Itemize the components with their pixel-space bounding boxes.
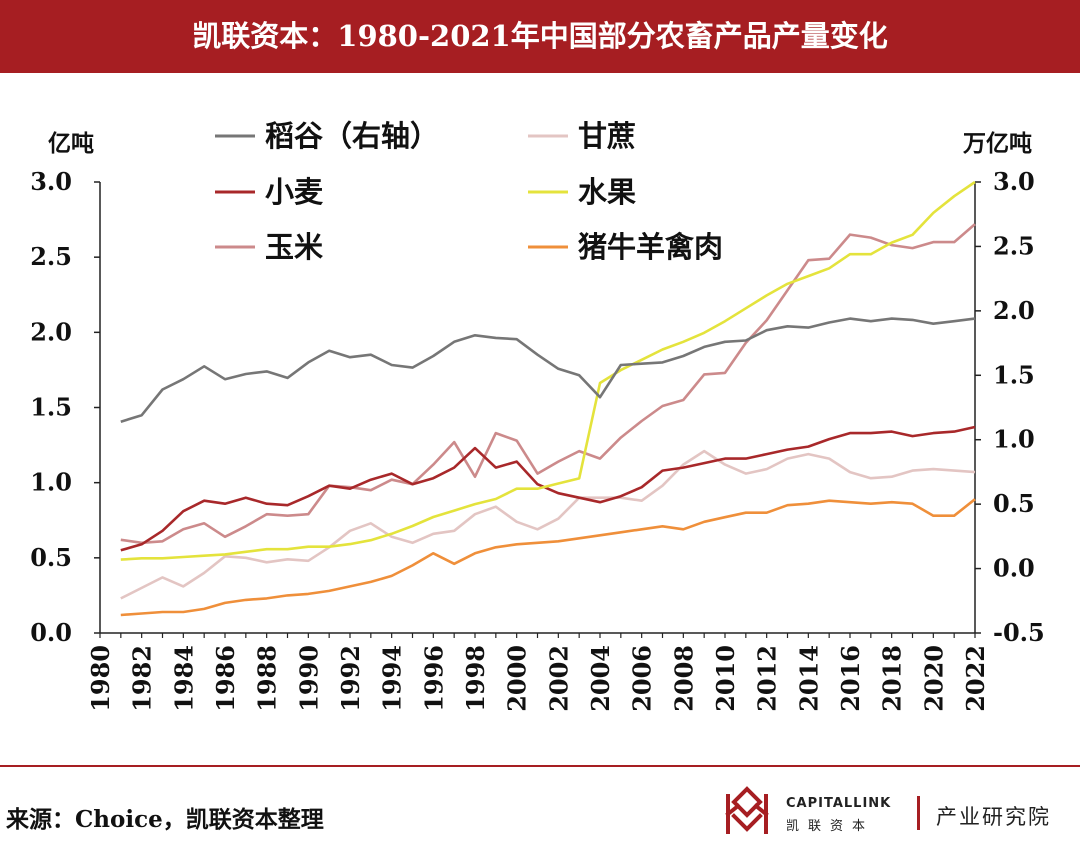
left-tick-label: 0.0 <box>30 618 72 647</box>
series-line-0 <box>120 317 976 423</box>
x-tick-label: 1988 <box>253 645 282 712</box>
right-tick-label: 2.5 <box>993 231 1035 260</box>
x-tick-label: 1986 <box>211 645 240 712</box>
right-tick-label: 3.0 <box>993 167 1035 196</box>
brand-name-en: CAPITALLINK <box>786 796 892 811</box>
x-tick-label: 1980 <box>86 645 115 712</box>
x-tick-label: 2020 <box>919 645 948 712</box>
x-tick-label: 2016 <box>836 645 865 712</box>
chart-series <box>120 180 976 617</box>
right-axis-unit: 万亿吨 <box>963 130 1032 157</box>
right-tick-label: 0.5 <box>993 489 1035 518</box>
left-tick-label: 0.5 <box>30 543 72 572</box>
x-tick-label: 1998 <box>461 645 490 712</box>
legend-label: 水果 <box>578 175 636 209</box>
x-tick-label: 2006 <box>628 645 657 712</box>
right-tick-label: 0.0 <box>993 554 1035 583</box>
left-tick-label: 2.0 <box>30 317 72 346</box>
legend-label: 猪牛羊禽肉 <box>578 230 723 264</box>
series-line-3 <box>120 180 976 561</box>
series-line-5 <box>120 498 976 617</box>
x-tick-label: 1984 <box>169 645 198 712</box>
legend-label: 甘蔗 <box>578 119 636 153</box>
x-tick-label: 2004 <box>586 645 615 712</box>
x-tick-label: 1994 <box>378 645 407 712</box>
brand-separator <box>917 796 920 830</box>
right-tick-label: 2.0 <box>993 296 1035 325</box>
series-line-1 <box>120 449 976 600</box>
series-line-4 <box>120 223 976 545</box>
legend-label: 小麦 <box>265 175 324 209</box>
x-tick-label: 1996 <box>419 645 448 712</box>
right-tick-label: 1.5 <box>993 360 1035 389</box>
x-tick-label: 2022 <box>961 645 990 712</box>
x-tick-label: 2000 <box>503 645 532 712</box>
left-axis-unit: 亿吨 <box>48 130 94 157</box>
brand-name-cn: 凯联资本 <box>786 819 875 834</box>
legend-label: 玉米 <box>265 230 323 264</box>
left-tick-label: 1.0 <box>30 468 72 497</box>
title-bar: 凯联资本：1980-2021年中国部分农畜产品产量变化 <box>0 0 1080 73</box>
chart-axes: 0.0 0.5 1.0 1.5 2.0 2.5 3.0 -0.5 0.0 0.5 1.0 1.5 2.0… <box>30 167 1044 712</box>
x-tick-label: 2010 <box>711 645 740 712</box>
right-tick-label: 1.0 <box>993 425 1035 454</box>
left-tick-label: 2.5 <box>30 242 72 271</box>
page-title: 凯联资本：1980-2021年中国部分农畜产品产量变化 <box>192 19 888 53</box>
x-tick-label: 2018 <box>878 645 907 712</box>
series-line-2 <box>120 425 976 552</box>
legend-label: 稻谷（右轴） <box>265 119 439 153</box>
x-tick-label: 2012 <box>753 645 782 712</box>
x-tick-label: 1992 <box>336 645 365 712</box>
x-tick-label: 2014 <box>794 645 823 712</box>
x-tick-label: 1982 <box>128 645 157 712</box>
footer-divider <box>0 765 1080 767</box>
right-tick-label: -0.5 <box>993 618 1045 647</box>
capitallink-logo-icon <box>725 786 769 834</box>
brand-department: 产业研究院 <box>936 805 1051 829</box>
left-tick-label: 3.0 <box>30 167 72 196</box>
x-tick-label: 2002 <box>544 645 573 712</box>
x-tick-label: 2008 <box>669 645 698 712</box>
left-tick-label: 1.5 <box>30 393 72 422</box>
x-tick-label: 1990 <box>294 645 323 712</box>
source-note: 来源：Choice，凯联资本整理 <box>6 806 324 833</box>
